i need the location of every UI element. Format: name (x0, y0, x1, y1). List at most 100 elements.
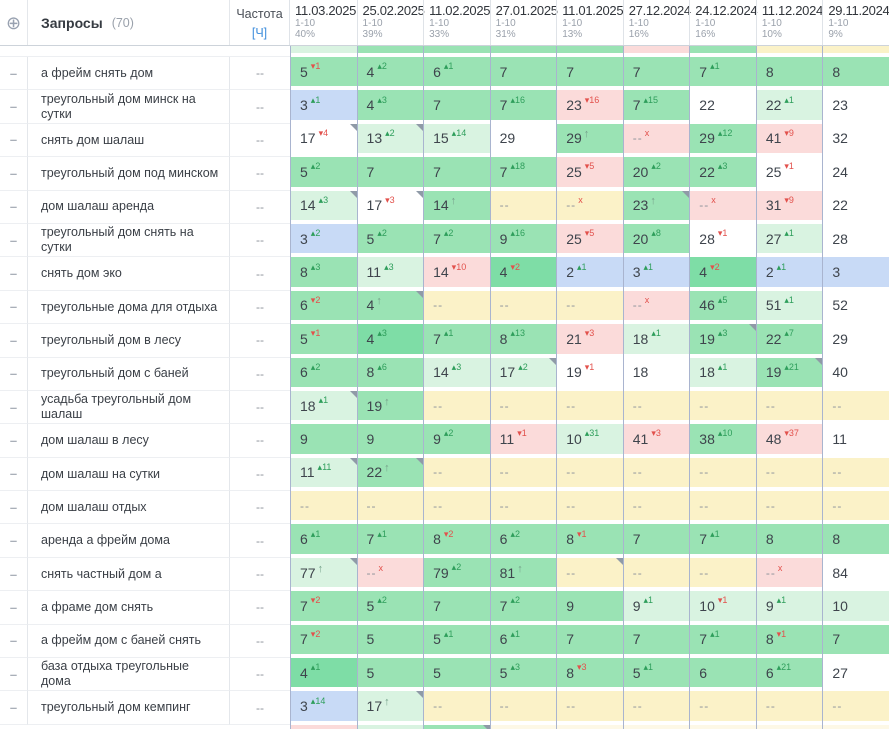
position-cell[interactable]: 8▾2 (423, 524, 490, 557)
position-cell[interactable]: 32 (822, 124, 889, 157)
position-cell[interactable]: -- (689, 391, 756, 424)
keyword-cell[interactable]: дом шалаш аренда (28, 191, 230, 224)
position-cell[interactable]: -- (423, 458, 490, 491)
position-cell[interactable]: 7▴15 (623, 90, 690, 123)
position-cell[interactable]: 7▾2 (290, 625, 357, 658)
keyword-cell[interactable]: треугольный дом в лесу (28, 324, 230, 357)
row-drag-handle[interactable]: – (0, 358, 28, 391)
position-cell[interactable]: -- (556, 558, 623, 591)
position-cell[interactable]: 22 (822, 191, 889, 224)
position-cell[interactable]: 6▴2 (490, 524, 557, 557)
date-column-header[interactable]: 11.03.20251-1040% (290, 0, 357, 45)
position-cell[interactable]: 8▴6 (357, 358, 424, 391)
position-cell[interactable]: 19▴21 (756, 358, 823, 391)
position-cell[interactable]: 19▾1 (556, 358, 623, 391)
row-drag-handle[interactable]: – (0, 90, 28, 123)
position-cell[interactable]: 5▴2 (357, 224, 424, 257)
position-cell[interactable]: -- (423, 691, 490, 724)
position-cell[interactable]: 10 (822, 591, 889, 624)
keyword-cell[interactable]: снять дом шалаш (28, 124, 230, 157)
position-cell[interactable] (290, 46, 357, 57)
row-drag-handle[interactable]: – (0, 57, 28, 90)
position-cell[interactable]: 4▾2 (689, 257, 756, 290)
date-column-header[interactable]: 11.02.20251-1033% (423, 0, 490, 45)
keyword-cell[interactable]: аренда а фрейм дома (28, 524, 230, 557)
position-cell[interactable]: 18▴1 (623, 324, 690, 357)
keyword-cell[interactable]: дом шалаш на сутки (28, 458, 230, 491)
position-cell[interactable]: 7▴2 (490, 591, 557, 624)
position-cell[interactable]: 2▴1 (756, 257, 823, 290)
row-drag-handle[interactable]: – (0, 391, 28, 424)
position-cell[interactable]: 20▴8 (623, 224, 690, 257)
date-column-header[interactable]: 25.02.20251-1039% (357, 0, 424, 45)
position-cell[interactable]: 9 (290, 424, 357, 457)
position-cell[interactable]: -- (490, 691, 557, 724)
position-cell[interactable]: 23 (822, 90, 889, 123)
position-cell[interactable]: -- (423, 291, 490, 324)
position-cell[interactable] (423, 725, 490, 729)
position-cell[interactable]: -- (822, 391, 889, 424)
position-cell[interactable]: -- (357, 491, 424, 524)
position-cell[interactable]: 2▴1 (556, 257, 623, 290)
frequency-unit-link[interactable]: [Ч] (230, 24, 289, 43)
position-cell[interactable]: 19▴3 (689, 324, 756, 357)
position-cell[interactable]: 6▴1 (290, 524, 357, 557)
position-cell[interactable]: 14▴3 (423, 358, 490, 391)
position-cell[interactable]: 22▴3 (689, 157, 756, 190)
position-cell[interactable]: 6▾2 (290, 291, 357, 324)
position-cell[interactable]: 31▾9 (756, 191, 823, 224)
row-drag-handle[interactable]: – (0, 257, 28, 290)
position-cell[interactable]: -- (623, 491, 690, 524)
position-cell[interactable]: 27▴1 (756, 224, 823, 257)
position-cell[interactable]: 6▴1 (490, 625, 557, 658)
position-cell[interactable]: 13▴2 (357, 124, 424, 157)
position-cell[interactable] (290, 725, 357, 729)
position-cell[interactable] (756, 46, 823, 57)
row-drag-handle[interactable]: – (0, 658, 28, 691)
position-cell[interactable]: 11▴11 (290, 458, 357, 491)
position-cell[interactable] (357, 725, 424, 729)
position-cell[interactable]: 7▴1 (423, 324, 490, 357)
position-cell[interactable]: 81↑ (490, 558, 557, 591)
position-cell[interactable]: 9▴2 (423, 424, 490, 457)
position-cell[interactable]: 11▾1 (490, 424, 557, 457)
position-cell[interactable]: 79▴2 (423, 558, 490, 591)
position-cell[interactable]: 5▴1 (623, 658, 690, 691)
position-cell[interactable]: 7 (556, 57, 623, 90)
position-cell[interactable]: 11 (822, 424, 889, 457)
position-cell[interactable]: 46▴5 (689, 291, 756, 324)
position-cell[interactable]: 21▾3 (556, 324, 623, 357)
position-cell[interactable] (623, 46, 690, 57)
position-cell[interactable]: 41▾9 (756, 124, 823, 157)
position-cell[interactable]: 18 (623, 358, 690, 391)
position-cell[interactable]: 4↑ (357, 291, 424, 324)
row-drag-handle[interactable]: – (0, 591, 28, 624)
position-cell[interactable]: 18▴1 (689, 358, 756, 391)
position-cell[interactable]: 17▴2 (490, 358, 557, 391)
position-cell[interactable]: -- (756, 491, 823, 524)
position-cell[interactable]: 10▾1 (689, 591, 756, 624)
position-cell[interactable]: 17↑ (357, 691, 424, 724)
keyword-cell[interactable]: треугольный дом минск на сутки (28, 90, 230, 123)
position-cell[interactable]: 9▴16 (490, 224, 557, 257)
position-cell[interactable]: 4▴1 (290, 658, 357, 691)
keyword-cell[interactable]: дом шалаш в лесу (28, 424, 230, 457)
position-cell[interactable]: --x (756, 558, 823, 591)
date-column-header[interactable]: 11.12.20241-1010% (756, 0, 823, 45)
position-cell[interactable]: 18▴1 (290, 391, 357, 424)
position-cell[interactable]: 5 (357, 658, 424, 691)
position-cell[interactable]: 17▾3 (357, 191, 424, 224)
position-cell[interactable]: 3▴14 (290, 691, 357, 724)
position-cell[interactable]: -- (822, 458, 889, 491)
position-cell[interactable]: -- (689, 491, 756, 524)
position-cell[interactable]: 25▾5 (556, 224, 623, 257)
position-cell[interactable]: -- (822, 691, 889, 724)
position-cell[interactable]: 3▴2 (290, 224, 357, 257)
position-cell[interactable]: 5 (423, 658, 490, 691)
keyword-cell[interactable]: а фрейм снять дом (28, 57, 230, 90)
position-cell[interactable] (556, 46, 623, 57)
row-drag-handle[interactable]: – (0, 224, 28, 257)
position-cell[interactable]: 15▴14 (423, 124, 490, 157)
position-cell[interactable]: -- (623, 558, 690, 591)
row-drag-handle[interactable]: – (0, 124, 28, 157)
